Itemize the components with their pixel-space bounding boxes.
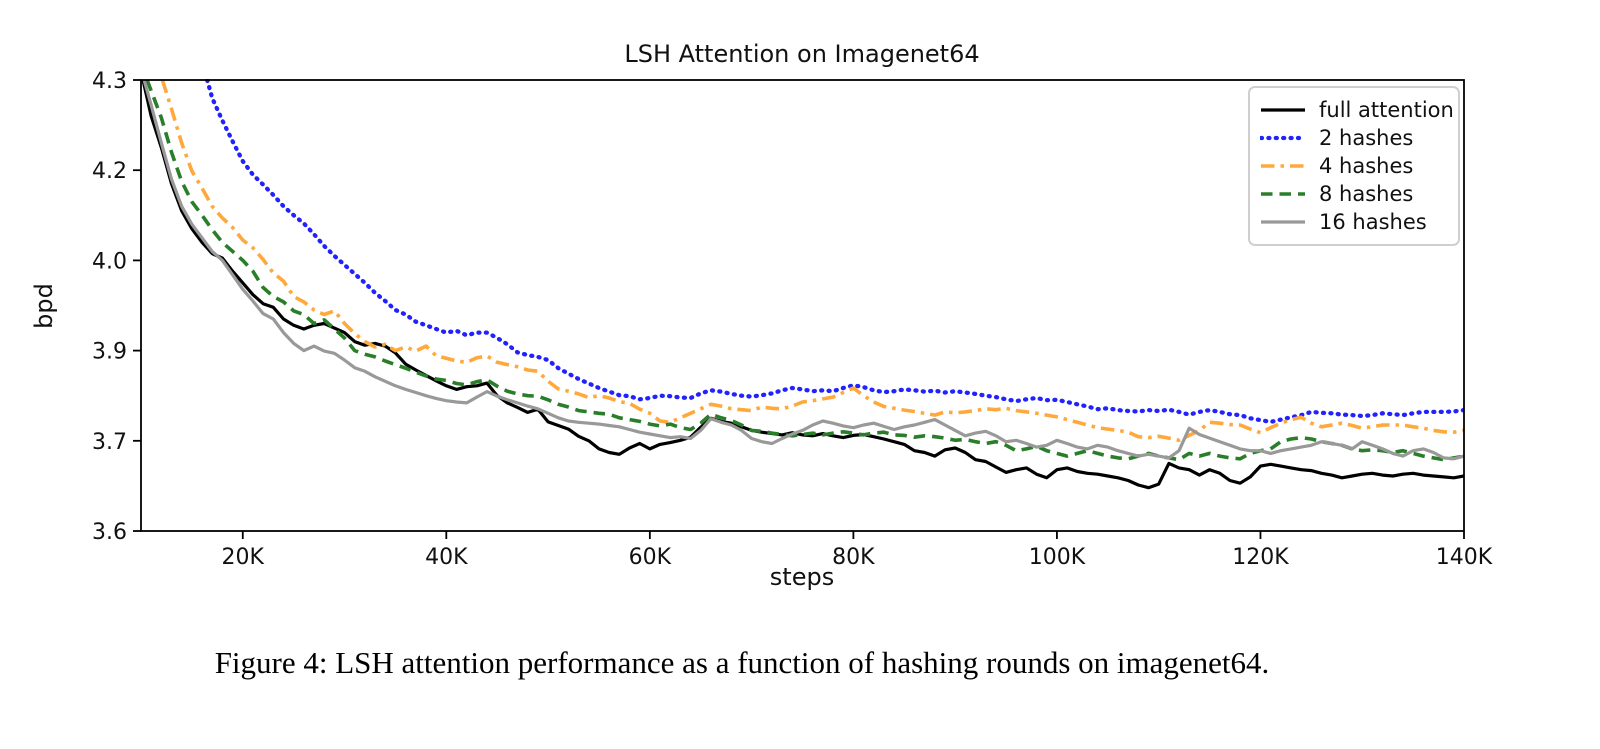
y-tick-label: 4.2 xyxy=(92,159,127,184)
legend-label: 16 hashes xyxy=(1319,209,1427,234)
x-tick-label: 40K xyxy=(425,545,468,570)
x-tick-label: 100K xyxy=(1029,545,1086,570)
legend-label: 2 hashes xyxy=(1319,125,1414,150)
8-hashes-line-swatch xyxy=(1261,192,1305,196)
plot-series xyxy=(141,79,1464,490)
16-hashes-line-swatch xyxy=(1261,220,1305,224)
figure-caption: Figure 4: LSH attention performance as a… xyxy=(214,645,1270,680)
y-tick-label: 3.7 xyxy=(92,430,127,455)
legend-item-full-attention: full attention xyxy=(1260,96,1454,124)
x-tick-label: 120K xyxy=(1232,545,1289,570)
x-tick-label: 60K xyxy=(629,545,672,570)
chart-title: LSH Attention on Imagenet64 xyxy=(624,40,979,68)
series-line-full-attention xyxy=(141,79,1464,490)
legend-label: full attention xyxy=(1319,97,1454,122)
y-tick-label: 3.6 xyxy=(92,520,127,545)
y-axis-label: bpd xyxy=(30,283,58,329)
legend: full attention 2 hashes 4 hashes 8 hashe… xyxy=(1248,86,1460,246)
2-hashes-line-swatch xyxy=(1260,135,1306,141)
axis-ticks: 20K 40K 60K 80K 100K 120K 140K 4.3 4.2 4.0 3.9 3.7 3… xyxy=(92,69,1493,570)
legend-label: 8 hashes xyxy=(1319,181,1414,206)
x-tick-label: 80K xyxy=(832,545,875,570)
4-hashes-line-swatch xyxy=(1261,164,1305,168)
x-axis-label: steps xyxy=(770,563,834,591)
line-chart: LSH Attention on Imagenet64 bpd steps 20… xyxy=(30,40,1493,591)
legend-label: 4 hashes xyxy=(1319,153,1414,178)
legend-item-8-hashes: 8 hashes xyxy=(1260,180,1448,208)
x-tick-label: 140K xyxy=(1436,545,1493,570)
chart-svg: LSH Attention on Imagenet64 bpd steps 20… xyxy=(30,40,1493,591)
series-line-4-hashes xyxy=(160,79,1464,443)
full-attention-line-swatch xyxy=(1261,108,1305,112)
y-tick-label: 4.0 xyxy=(92,249,127,274)
legend-item-4-hashes: 4 hashes xyxy=(1260,152,1448,180)
x-tick-label: 20K xyxy=(222,545,265,570)
series-line-2-hashes xyxy=(205,79,1464,425)
series-line-8-hashes xyxy=(145,79,1464,462)
legend-item-2-hashes: 2 hashes xyxy=(1260,124,1448,152)
series-line-16-hashes xyxy=(142,79,1464,461)
y-tick-label: 3.9 xyxy=(92,340,127,365)
y-tick-label: 4.3 xyxy=(92,69,127,94)
legend-item-16-hashes: 16 hashes xyxy=(1260,208,1448,236)
plot-border xyxy=(140,79,1465,532)
